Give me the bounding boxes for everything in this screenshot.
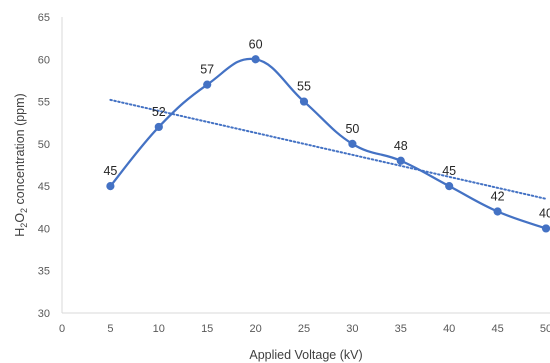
y-axis-title: H2O2 concentration (ppm) — [13, 93, 29, 236]
data-label: 42 — [491, 190, 505, 204]
x-tick-label: 0 — [59, 323, 65, 335]
y-tick-labels: 30 35 40 45 50 55 60 65 — [38, 12, 50, 320]
y-axis-title-sub1: 2 — [19, 223, 29, 228]
data-point — [154, 122, 163, 132]
data-label: 45 — [442, 164, 456, 178]
data-labels: 45 52 57 60 55 50 48 45 42 40 — [103, 37, 550, 220]
x-tick-label: 35 — [395, 323, 407, 335]
data-point — [203, 80, 212, 89]
data-point — [493, 207, 502, 216]
data-label: 48 — [394, 139, 408, 153]
data-point — [396, 156, 405, 165]
y-tick-label: 50 — [38, 139, 50, 151]
data-label: 50 — [345, 122, 359, 136]
y-tick-label: 30 — [38, 308, 50, 320]
data-label: 55 — [297, 80, 311, 94]
y-tick-label: 60 — [38, 54, 50, 66]
series-line — [109, 57, 547, 230]
data-point — [106, 182, 115, 191]
y-axis-title-sub2: 2 — [19, 208, 29, 213]
data-markers — [106, 55, 550, 233]
y-axis-title-suffix: concentration (ppm) — [13, 93, 27, 208]
y-tick-label: 40 — [38, 223, 50, 235]
data-point — [445, 182, 454, 191]
y-tick-label: 65 — [38, 12, 50, 24]
x-tick-label: 25 — [298, 323, 310, 335]
x-tick-label: 15 — [201, 323, 213, 335]
data-label: 60 — [249, 37, 263, 51]
x-axis-title: Applied Voltage (kV) — [249, 348, 362, 362]
x-tick-label: 50 — [540, 323, 550, 335]
data-label: 57 — [200, 63, 214, 77]
data-label: 40 — [539, 206, 550, 220]
data-point — [348, 139, 357, 148]
data-label: 45 — [103, 164, 117, 178]
data-point — [251, 55, 260, 64]
trendline — [109, 98, 547, 200]
x-tick-label: 45 — [491, 323, 503, 335]
x-tick-label: 10 — [153, 323, 165, 335]
data-label: 52 — [152, 105, 166, 119]
y-tick-label: 35 — [38, 266, 50, 278]
x-tick-label: 5 — [107, 323, 113, 335]
x-tick-label: 20 — [249, 323, 261, 335]
y-tick-label: 55 — [38, 97, 50, 109]
x-tick-label: 40 — [443, 323, 455, 335]
y-axis-title-prefix: H — [13, 228, 27, 237]
y-axis-title-mid: O — [13, 213, 27, 223]
data-point — [299, 97, 309, 106]
y-tick-label: 45 — [38, 181, 50, 193]
x-tick-labels: 0 5 10 15 20 25 30 35 40 45 50 — [59, 323, 550, 335]
x-tick-label: 30 — [346, 323, 358, 335]
data-point — [541, 224, 550, 233]
